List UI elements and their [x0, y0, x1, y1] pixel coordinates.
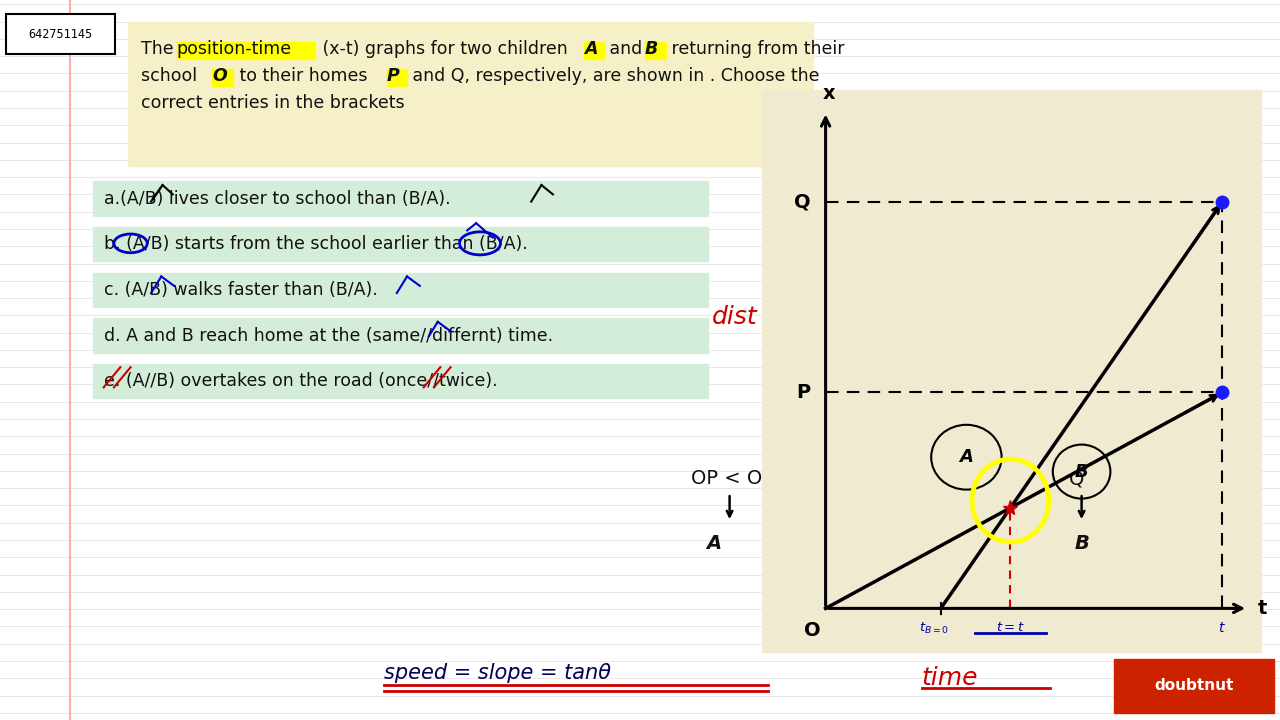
- Text: A: A: [960, 448, 973, 467]
- Text: returning from their: returning from their: [666, 40, 844, 58]
- Text: d. A and B reach home at the (same//differnt) time.: d. A and B reach home at the (same//diff…: [104, 326, 553, 344]
- Bar: [93, 227, 708, 261]
- Bar: [177, 42, 315, 59]
- Bar: [584, 42, 604, 59]
- Text: and Q, respectively, are shown in . Choose the: and Q, respectively, are shown in . Choo…: [407, 67, 819, 85]
- Text: school: school: [141, 67, 202, 85]
- Text: $t$: $t$: [1219, 621, 1226, 635]
- Text: B: B: [645, 40, 658, 58]
- Text: A: A: [707, 534, 722, 553]
- Bar: [128, 22, 813, 166]
- Bar: [93, 364, 708, 398]
- Text: $t=t$: $t=t$: [996, 621, 1025, 634]
- Text: time: time: [922, 666, 978, 690]
- Text: O: O: [805, 621, 820, 640]
- Bar: [762, 90, 1261, 652]
- Bar: [645, 42, 666, 59]
- Text: dist: dist: [712, 305, 758, 329]
- Bar: [6, 14, 115, 54]
- Text: doubtnut: doubtnut: [1153, 678, 1234, 693]
- Text: (x-t) graphs for two children: (x-t) graphs for two children: [317, 40, 573, 58]
- Text: to their homes: to their homes: [234, 67, 374, 85]
- Text: B: B: [1074, 534, 1089, 553]
- Text: x: x: [823, 84, 836, 103]
- Text: c. (A/B) walks faster than (B/A).: c. (A/B) walks faster than (B/A).: [104, 281, 378, 300]
- Text: OP < O: OP < O: [691, 469, 763, 488]
- Text: Q: Q: [794, 192, 810, 211]
- Text: correct entries in the brackets: correct entries in the brackets: [141, 94, 404, 112]
- Text: $t_{B=0}$: $t_{B=0}$: [919, 621, 950, 636]
- Text: P: P: [796, 383, 810, 402]
- Text: 642751145: 642751145: [28, 27, 93, 41]
- Bar: [387, 69, 407, 86]
- Text: and: and: [604, 40, 648, 58]
- Text: O: O: [212, 67, 228, 85]
- Bar: [93, 181, 708, 216]
- Text: speed = slope = tanθ: speed = slope = tanθ: [384, 663, 611, 683]
- Text: e. (A//B) overtakes on the road (once//twice).: e. (A//B) overtakes on the road (once//t…: [104, 372, 498, 390]
- Bar: [93, 318, 708, 353]
- Bar: [212, 69, 233, 86]
- Text: A: A: [584, 40, 598, 58]
- Bar: [1114, 659, 1274, 713]
- Text: t: t: [1258, 599, 1267, 618]
- Text: B: B: [1075, 463, 1088, 481]
- Text: b. (A/B) starts from the school earlier than (B/A).: b. (A/B) starts from the school earlier …: [104, 235, 527, 253]
- Text: P: P: [387, 67, 399, 85]
- Bar: [93, 273, 708, 307]
- Text: Q: Q: [1069, 469, 1084, 488]
- Text: The: The: [141, 40, 179, 58]
- Text: position-time: position-time: [177, 40, 292, 58]
- Text: a.(A/B) lives closer to school than (B/A).: a.(A/B) lives closer to school than (B/A…: [104, 189, 451, 207]
